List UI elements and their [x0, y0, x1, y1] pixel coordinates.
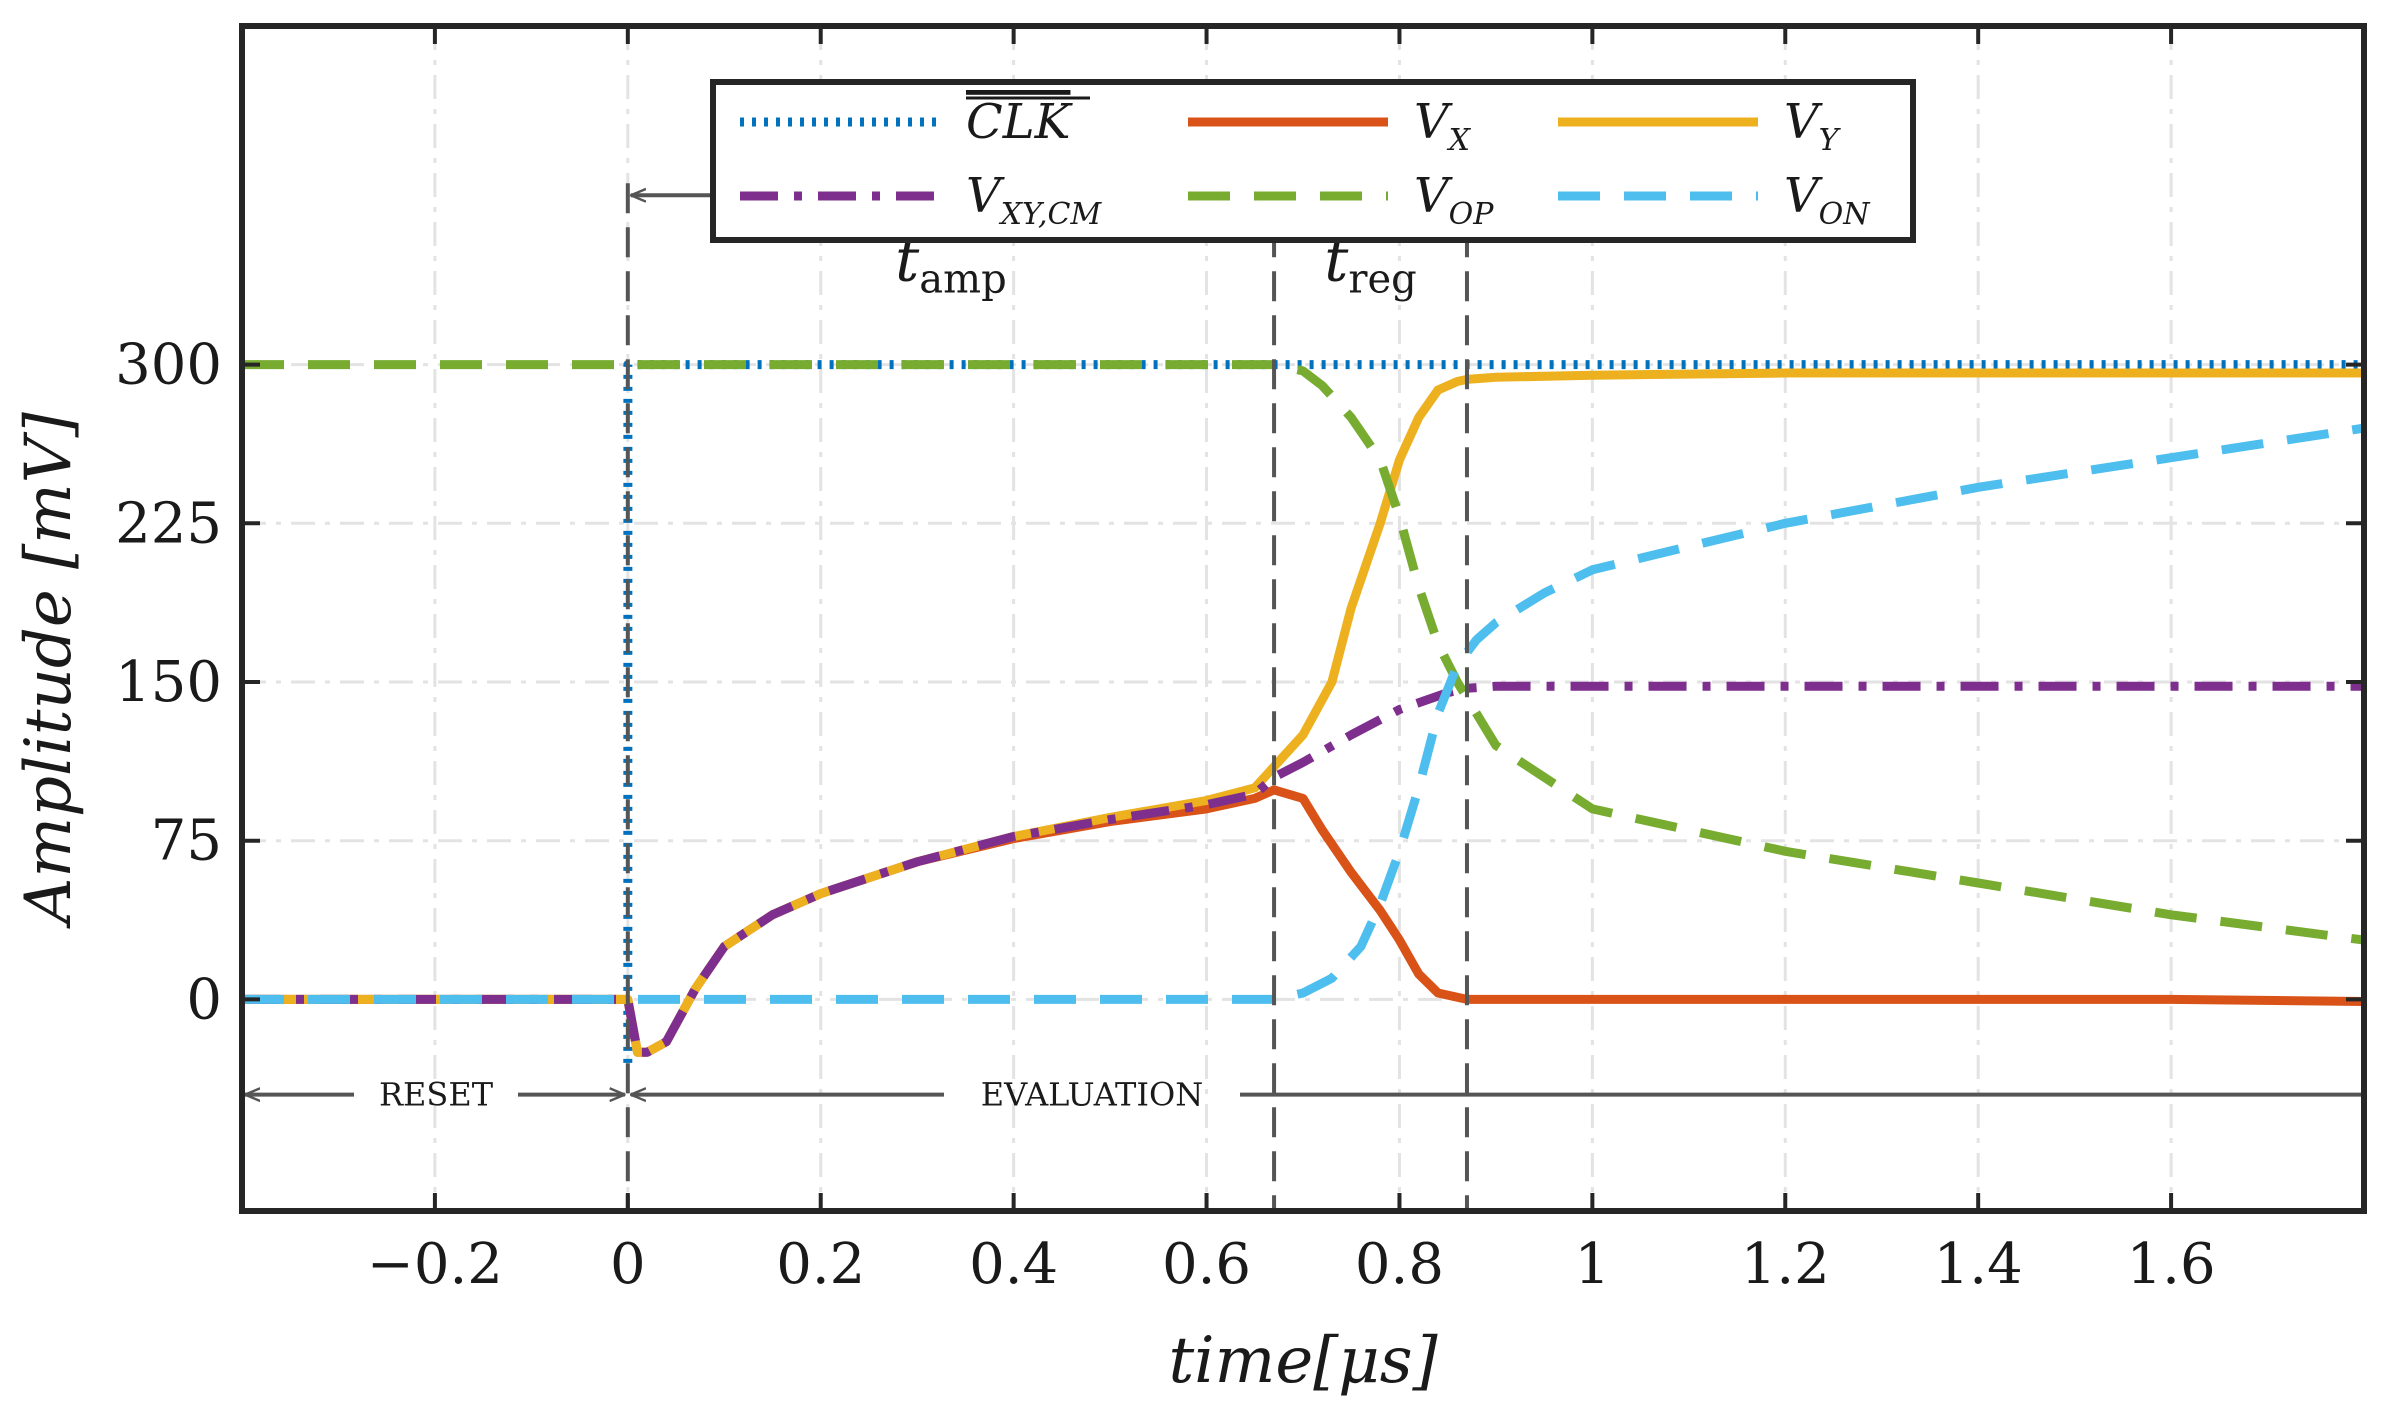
evaluation-phase: EVALUATION [631, 1076, 2361, 1114]
x-tick-label: 1 [1575, 1232, 1611, 1297]
axes: −0.2 0 0.2 0.4 0.6 0.8 1 1.2 1.4 1.6 0 75 150 225 300 [115, 23, 2367, 1297]
legend-item-vy: VY [1558, 94, 1842, 158]
legend-box [710, 79, 1916, 243]
x-tick-label: 1.6 [2127, 1232, 2216, 1297]
legend-label-vx: VX [1414, 94, 1472, 158]
legend-item-vop: VOP [1188, 168, 1494, 232]
x-tick-label: 1.4 [1934, 1232, 2023, 1297]
legend-item-vx: VX [1188, 94, 1472, 158]
x-tick-label: 0.4 [969, 1232, 1058, 1297]
y-tick-label: 300 [115, 333, 222, 398]
legend-label-vxycm: VXY,CM [966, 168, 1102, 232]
legend-label-vop: VOP [1414, 168, 1494, 232]
x-tick-label: 0 [610, 1232, 646, 1297]
y-tick-label: 0 [186, 967, 222, 1032]
x-tick-label: −0.2 [367, 1232, 503, 1297]
legend-item-vxycm: VXY,CM [740, 168, 1102, 232]
series-line-vx [242, 785, 2364, 1057]
plot-frame [239, 23, 2367, 1214]
x-tick-label: 1.2 [1741, 1232, 1830, 1297]
x-tick-label: 0.2 [776, 1232, 865, 1297]
series-line-von [242, 423, 2364, 1004]
y-axis-label: Amplitude [mV] [12, 411, 86, 929]
reset-label: RESET [379, 1076, 494, 1114]
x-axis-label: time[μs] [1168, 1324, 1438, 1398]
legend-item-clk: CLK [740, 94, 1090, 150]
legend-label-von: VON [1784, 168, 1871, 232]
reset-phase: RESET [245, 1076, 625, 1114]
y-tick-label: 150 [115, 650, 222, 715]
x-tick-label: 0.6 [1162, 1232, 1251, 1297]
evaluation-label: EVALUATION [981, 1076, 1203, 1114]
legend-label-clk: CLK [966, 94, 1074, 150]
y-tick-label: 225 [115, 491, 222, 556]
x-tick-label: 0.8 [1355, 1232, 1444, 1297]
series-line-vy [242, 368, 2364, 1057]
y-tick-label: 75 [151, 809, 222, 874]
series-layer [242, 360, 2364, 1063]
series-line-vop [242, 360, 2364, 945]
legend-item-von: VON [1558, 168, 1871, 232]
series-line-vxycm [242, 681, 2364, 1057]
legend: CLK VX VY VXY,CM VOP VON [710, 79, 1916, 243]
legend-label-vy: VY [1784, 94, 1842, 158]
